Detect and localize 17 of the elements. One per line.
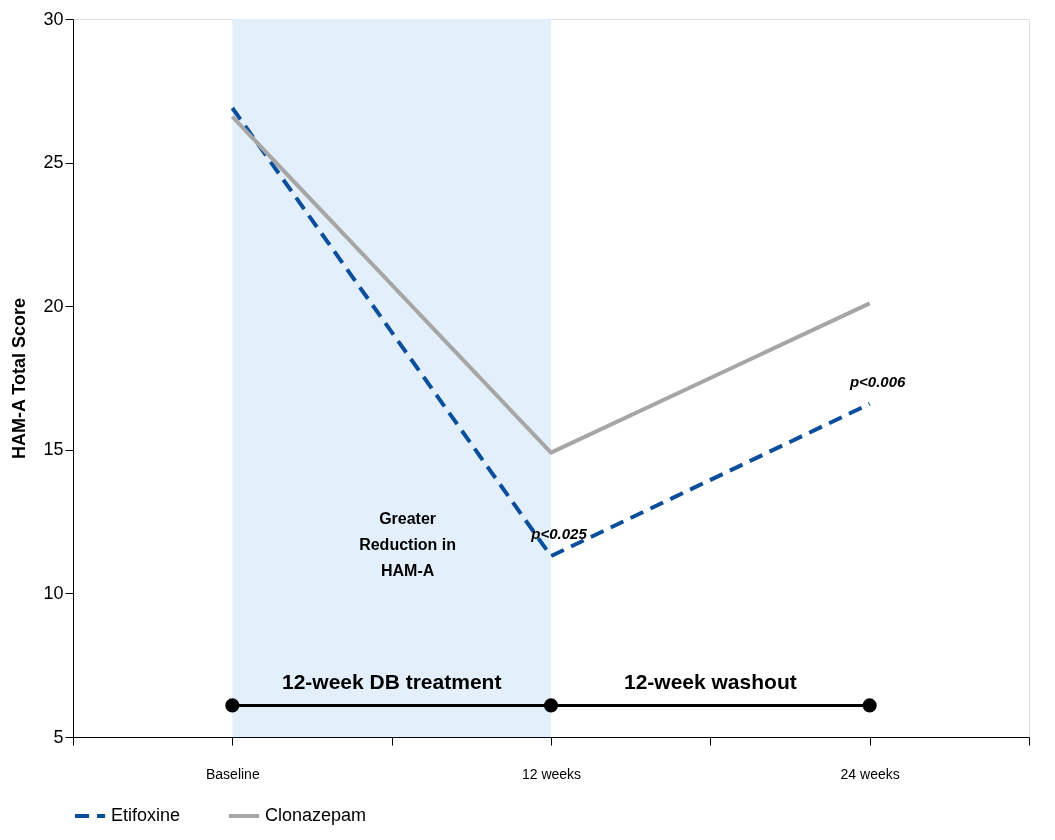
y-tick-label: 5 (53, 726, 64, 747)
annotation: p<0.006 (848, 372, 907, 390)
y-axis-title: HAM-A Total Score (9, 297, 30, 460)
x-tick-label: 12 weeks (521, 765, 582, 782)
y-tick-label: 25 (43, 152, 64, 173)
annotation: 12-week DB treatment (281, 670, 502, 694)
x-tick-label: Baseline (205, 765, 260, 782)
legend-label: Clonazepam (265, 805, 367, 825)
annotation: p<0.025 (530, 525, 588, 543)
annotation: Greater Reduction in HAM-A (359, 510, 457, 579)
y-tick-label: 30 (43, 8, 64, 29)
annotation: 12-week washout (623, 670, 797, 694)
y-tick-label: 10 (43, 582, 64, 603)
y-tick-label: 15 (43, 439, 64, 460)
y-tick-label: 20 (43, 295, 64, 316)
x-tick-label: 24 weeks (840, 765, 900, 782)
legend-label: Etifoxine (111, 805, 181, 825)
